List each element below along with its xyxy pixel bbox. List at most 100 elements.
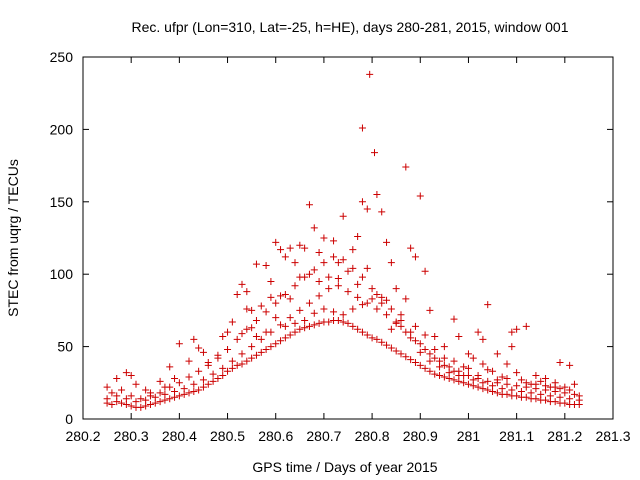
data-point (248, 343, 256, 351)
data-point (358, 328, 366, 336)
data-point (233, 335, 241, 343)
data-point (373, 191, 381, 199)
data-point (464, 380, 472, 388)
data-point (411, 322, 419, 330)
data-point (411, 253, 419, 261)
data-point (498, 385, 506, 393)
data-point (243, 288, 251, 296)
data-point (349, 322, 357, 330)
data-point (137, 395, 145, 403)
data-point (489, 367, 497, 375)
data-point (132, 398, 140, 406)
data-point (542, 382, 550, 390)
data-point (228, 357, 236, 365)
data-point (103, 395, 111, 403)
data-point (556, 393, 564, 401)
data-point (392, 347, 400, 355)
data-point (214, 351, 222, 359)
data-point (344, 267, 352, 275)
y-tick-label: 200 (50, 121, 74, 137)
data-point (175, 392, 183, 400)
data-point (469, 376, 477, 384)
data-point (267, 343, 275, 351)
x-tick-label: 281.1 (499, 428, 534, 444)
data-point (358, 273, 366, 281)
data-point (392, 318, 400, 326)
data-point (286, 295, 294, 303)
data-point (320, 259, 328, 267)
data-point (411, 337, 419, 345)
data-point (248, 324, 256, 332)
data-point (252, 351, 260, 359)
data-point (224, 345, 232, 353)
data-point (387, 259, 395, 267)
axis-ticks: 280.2 280.3 280.4 280.5 280.6 280.7 280.8 280.9… (50, 49, 631, 444)
data-point (156, 398, 164, 406)
data-point (305, 299, 313, 307)
data-point (344, 288, 352, 296)
data-point (407, 356, 415, 364)
data-point (368, 285, 376, 293)
data-point (469, 354, 477, 362)
data-point (291, 319, 299, 327)
data-point (546, 392, 554, 400)
data-point (349, 246, 357, 254)
data-point (421, 364, 429, 372)
data-point (185, 373, 193, 381)
data-point (113, 374, 121, 382)
data-point (108, 401, 116, 409)
data-point (392, 285, 400, 293)
data-point (339, 212, 347, 220)
data-point (320, 305, 328, 313)
x-tick-label: 280.3 (114, 428, 149, 444)
data-point (479, 360, 487, 368)
data-point (402, 353, 410, 361)
data-point (440, 373, 448, 381)
data-point (252, 317, 260, 325)
data-point (262, 262, 270, 270)
data-point (575, 392, 583, 400)
data-point (204, 359, 212, 367)
data-point (358, 198, 366, 206)
y-tick-label: 0 (65, 411, 73, 427)
data-point (498, 373, 506, 381)
data-point (286, 244, 294, 252)
data-point (436, 363, 444, 371)
data-point (570, 390, 578, 398)
data-point (508, 343, 516, 351)
data-point (257, 335, 265, 343)
data-point (243, 357, 251, 365)
data-point (151, 393, 159, 401)
data-point (103, 383, 111, 391)
data-point (383, 341, 391, 349)
data-point (195, 367, 203, 375)
data-point (440, 354, 448, 362)
data-point (175, 379, 183, 387)
data-point (517, 376, 525, 384)
data-point (118, 399, 126, 407)
data-point (339, 318, 347, 326)
data-point (175, 340, 183, 348)
data-point (296, 273, 304, 281)
data-point (354, 293, 362, 301)
data-point (349, 264, 357, 272)
x-tick-label: 280.5 (210, 428, 245, 444)
y-axis-label: STEC from uqrg / TECUs (5, 159, 21, 317)
data-point (378, 299, 386, 307)
data-point (371, 149, 378, 157)
data-point (305, 322, 313, 330)
data-point (262, 308, 270, 316)
x-tick-label: 281.2 (547, 428, 582, 444)
data-point (455, 372, 463, 380)
data-point (122, 395, 130, 403)
data-point (171, 387, 179, 395)
data-point (556, 385, 564, 393)
data-point (315, 292, 323, 300)
data-point (484, 386, 492, 394)
data-point (209, 377, 217, 385)
data-point (142, 386, 150, 394)
data-point (378, 338, 386, 346)
x-axis-label: GPS time / Days of year 2015 (252, 459, 437, 475)
data-point (199, 376, 207, 384)
